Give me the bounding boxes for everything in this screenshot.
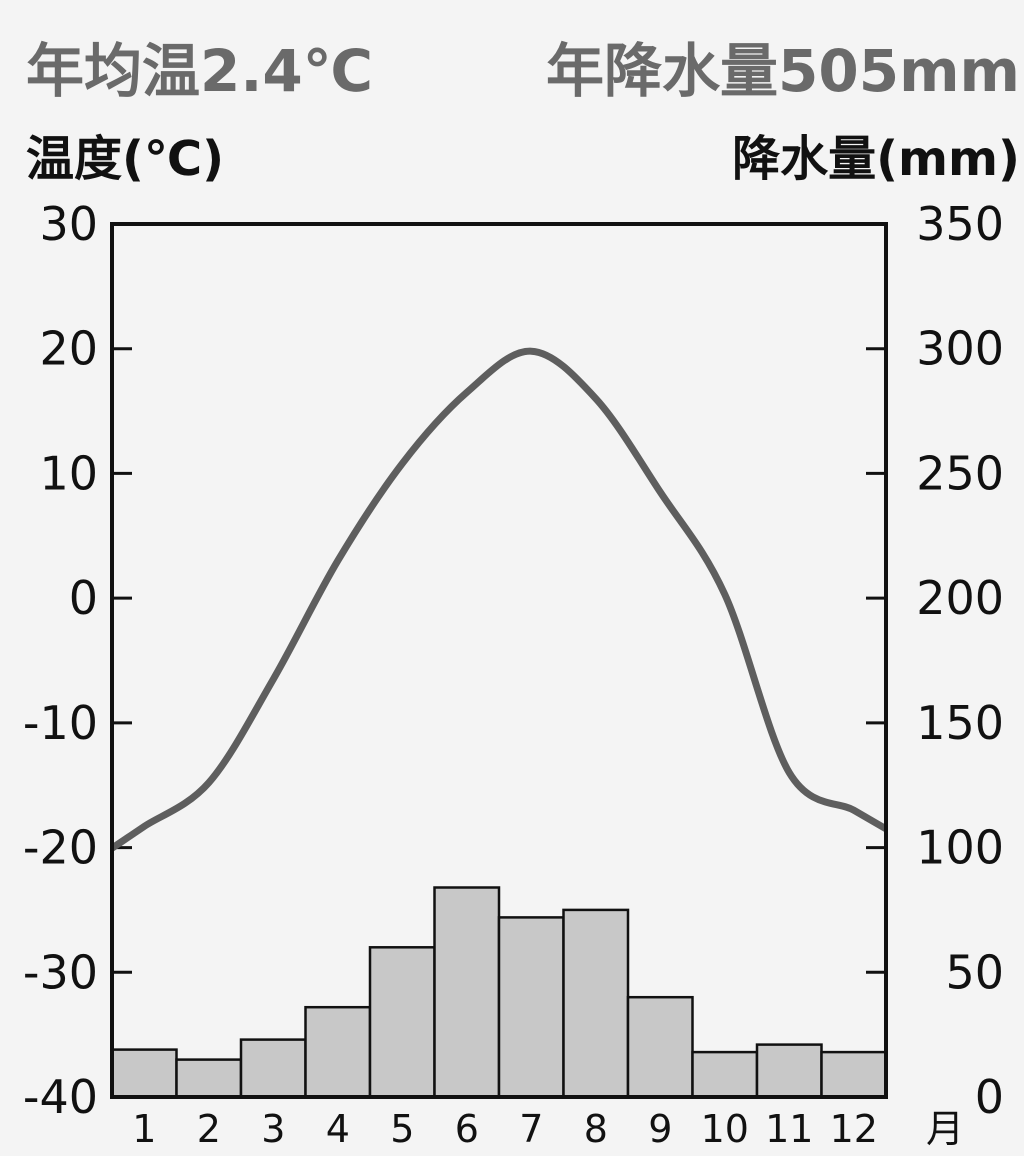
right-tick-label: 200 — [916, 571, 1004, 625]
right-tick-label: 100 — [916, 821, 1004, 875]
temperature-line-group — [110, 347, 888, 852]
precipitation-bar — [433, 886, 501, 1099]
month-label: 9 — [648, 1107, 672, 1151]
left-axis-title: 温度(℃) — [26, 131, 224, 187]
right-tick-label: 150 — [916, 696, 1004, 750]
plot-frame — [110, 222, 888, 1099]
month-label: 5 — [390, 1107, 414, 1151]
annual-precipitation-title: 年降水量505mm — [546, 37, 1020, 105]
month-label: 11 — [765, 1107, 813, 1151]
right-axis-title: 降水量(mm) — [732, 131, 1020, 187]
precipitation-bar — [691, 1050, 759, 1099]
precipitation-bar — [562, 908, 630, 1099]
precipitation-bars — [110, 886, 888, 1099]
month-label: 1 — [132, 1107, 156, 1151]
left-tick-label: 30 — [39, 197, 98, 251]
month-label: 2 — [197, 1107, 221, 1151]
left-tick-label: 10 — [39, 446, 98, 500]
right-tick-label: 300 — [916, 322, 1004, 376]
month-label: 12 — [830, 1107, 878, 1151]
month-label: 10 — [701, 1107, 749, 1151]
precipitation-bar — [755, 1043, 823, 1099]
left-tick-label: -10 — [23, 696, 98, 750]
precipitation-bar — [820, 1050, 888, 1099]
left-tick-label: 0 — [69, 571, 98, 625]
precipitation-bar — [304, 1005, 372, 1099]
month-label: 6 — [455, 1107, 479, 1151]
left-tick-label: -20 — [23, 821, 98, 875]
precipitation-bar — [626, 995, 694, 1099]
precipitation-bar — [497, 916, 565, 1099]
right-tick-label: 50 — [945, 945, 1004, 999]
axis-labels: 3020100-10-20-30-40350300250200150100500… — [23, 197, 1004, 1151]
precipitation-bar — [239, 1038, 307, 1099]
month-label: 4 — [326, 1107, 350, 1151]
precipitation-bar — [110, 1048, 178, 1099]
month-label: 3 — [261, 1107, 285, 1151]
month-label: 8 — [584, 1107, 608, 1151]
precipitation-bar — [175, 1058, 243, 1099]
temperature-line — [110, 347, 888, 852]
right-tick-label: 250 — [916, 446, 1004, 500]
annual-temperature-title: 年均温2.4℃ — [26, 37, 373, 105]
month-label: 7 — [519, 1107, 543, 1151]
right-tick-label: 350 — [916, 197, 1004, 251]
precipitation-bar — [368, 946, 436, 1099]
x-axis-title: 月 — [926, 1107, 964, 1151]
left-tick-label: -30 — [23, 945, 98, 999]
right-tick-label: 0 — [975, 1070, 1004, 1124]
left-tick-label: -40 — [23, 1070, 98, 1124]
left-tick-label: 20 — [39, 322, 98, 376]
